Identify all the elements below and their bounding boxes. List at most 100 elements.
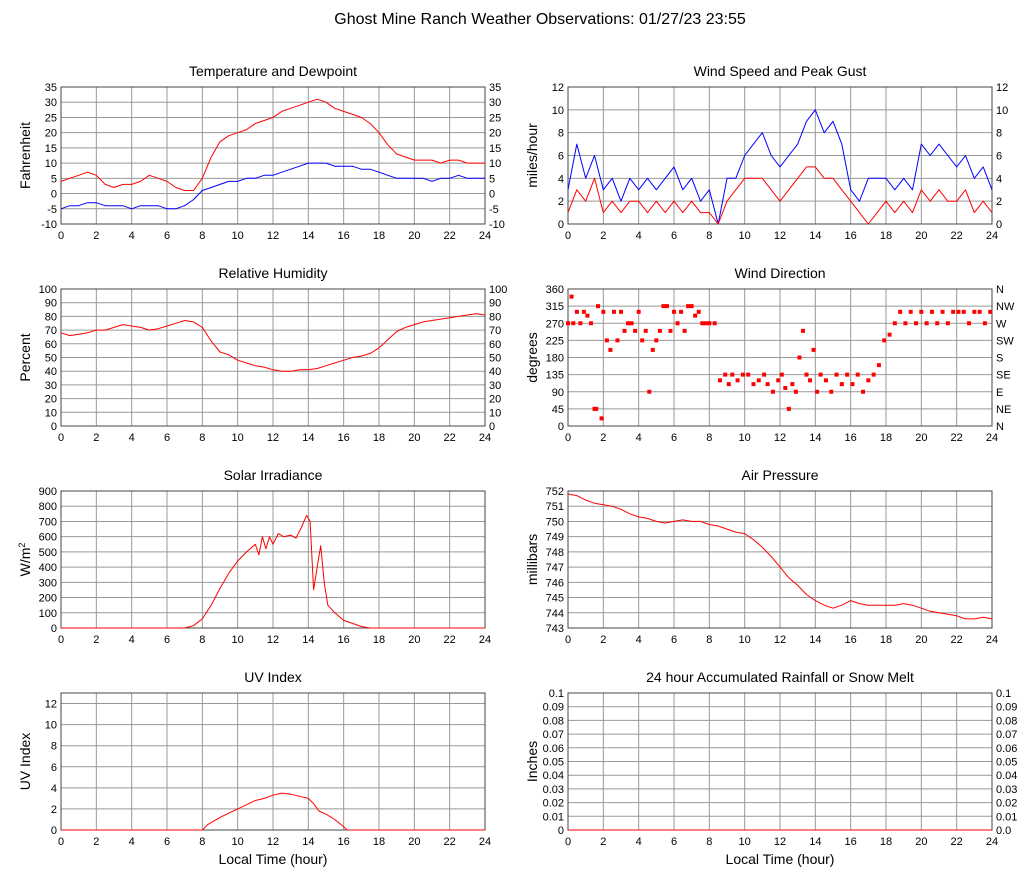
x-tick-label: 0 <box>565 836 571 848</box>
wind-direction-point <box>679 309 684 314</box>
x-tick-label: 22 <box>951 432 963 444</box>
wind-direction-point <box>818 372 823 377</box>
x-tick-label: 2 <box>600 634 606 646</box>
x-tick-label: 6 <box>671 432 677 444</box>
x-tick-label: 14 <box>302 432 314 444</box>
y-tick-label-right: E <box>996 387 1003 399</box>
x-tick-label: 12 <box>267 230 279 242</box>
wind-direction-point <box>914 321 919 326</box>
y-axis-label: Percent <box>17 333 33 381</box>
y-tick-label-right: 0.01 <box>996 811 1017 823</box>
x-tick-label: 16 <box>338 432 350 444</box>
x-tick-label: 22 <box>444 432 456 444</box>
y-tick-label-right: 0.04 <box>996 770 1017 782</box>
y-tick-label: 752 <box>546 486 564 498</box>
x-tick-label: 0 <box>565 634 571 646</box>
y-tick-label: 10 <box>45 158 57 170</box>
x-tick-label: 8 <box>706 432 712 444</box>
x-tick-label: 16 <box>338 836 350 848</box>
series-line-1 <box>61 514 485 629</box>
y-tick-label: 45 <box>552 404 564 416</box>
chart-title: Wind Direction <box>734 265 825 281</box>
x-tick-label: 24 <box>479 432 491 444</box>
x-tick-label: 8 <box>706 634 712 646</box>
x-tick-label: 6 <box>164 432 170 444</box>
y-tick-label: 70 <box>45 325 57 337</box>
y-tick-label: 40 <box>45 366 57 378</box>
x-tick-label: 16 <box>338 634 350 646</box>
x-tick-label: 10 <box>232 432 244 444</box>
y-axis-label: W/m2 <box>17 543 33 577</box>
wind-direction-point <box>823 378 828 383</box>
y-tick-label: 0 <box>558 421 564 433</box>
x-tick-label: 12 <box>267 836 279 848</box>
y-tick-label: 4 <box>558 173 564 185</box>
y-tick-label: 0.01 <box>543 811 564 823</box>
wind-direction-point <box>829 389 834 394</box>
series-line-1 <box>567 493 993 620</box>
x-tick-label: 18 <box>880 432 892 444</box>
x-tick-label: 2 <box>93 432 99 444</box>
y-tick-label: 6 <box>558 151 564 163</box>
y-tick-label-right: W <box>996 318 1007 330</box>
wind-direction-point <box>574 309 579 314</box>
chart-title: Relative Humidity <box>219 265 328 281</box>
chart-title: Wind Speed and Peak Gust <box>694 63 867 79</box>
y-tick-label-right: NE <box>996 404 1011 416</box>
x-tick-label: 14 <box>302 230 314 242</box>
wind-direction-point <box>735 378 740 383</box>
y-tick-label: 0 <box>51 189 57 201</box>
x-tick-label: 10 <box>232 634 244 646</box>
wind-direction-point <box>693 313 698 318</box>
wind-direction-point <box>786 406 791 411</box>
x-tick-label: 24 <box>479 836 491 848</box>
plot-frame <box>567 490 993 629</box>
wind-direction-point <box>594 406 599 411</box>
chart-title: 24 hour Accumulated Rainfall or Snow Mel… <box>646 669 914 685</box>
y-tick-label-right: 0.06 <box>996 743 1017 755</box>
x-tick-label: 8 <box>199 634 205 646</box>
y-tick-label: 2 <box>51 804 57 816</box>
wind-direction-point <box>892 321 897 326</box>
x-tick-label: 4 <box>636 432 642 444</box>
x-tick-label: 14 <box>809 230 821 242</box>
x-tick-label: 22 <box>951 230 963 242</box>
series-line-2 <box>567 166 993 225</box>
wind-direction-point <box>682 328 687 333</box>
y-tick-label: 4 <box>51 783 57 795</box>
wind-direction-point <box>866 378 871 383</box>
y-tick-label: 5 <box>51 173 57 185</box>
x-tick-label: 24 <box>986 432 998 444</box>
chart-title: Air Pressure <box>741 467 818 483</box>
x-tick-label: 20 <box>915 432 927 444</box>
y-tick-label-right: 60 <box>489 339 501 351</box>
wind-direction-point <box>585 313 590 318</box>
y-tick-label-right: 30 <box>489 97 501 109</box>
y-tick-label-right: 5 <box>489 173 495 185</box>
wind-direction-point <box>740 372 745 377</box>
x-tick-label: 10 <box>739 634 751 646</box>
y-tick-label-right: 10 <box>489 158 501 170</box>
y-tick-label: 743 <box>546 623 564 635</box>
series-line-1 <box>60 98 485 191</box>
wind-direction-point <box>615 338 620 343</box>
wind-direction-point <box>686 304 691 309</box>
y-tick-label: 748 <box>546 547 564 559</box>
page-title: Ghost Mine Ranch Weather Observations: 0… <box>334 11 746 28</box>
y-tick-label: 747 <box>546 562 564 574</box>
y-axis-label: millibars <box>524 534 540 585</box>
wind-direction-point <box>800 328 805 333</box>
x-tick-label: 4 <box>129 432 135 444</box>
x-tick-label: 10 <box>232 836 244 848</box>
x-tick-label: 14 <box>809 432 821 444</box>
y-tick-label-right: SW <box>996 335 1014 347</box>
y-tick-label-right: 0 <box>489 189 495 201</box>
y-tick-label: 0.09 <box>543 702 564 714</box>
plot-frame <box>567 288 993 427</box>
y-tick-label: 100 <box>39 608 57 620</box>
wind-direction-point <box>654 338 659 343</box>
x-tick-label: 2 <box>93 836 99 848</box>
y-tick-label-right: 12 <box>996 82 1008 94</box>
